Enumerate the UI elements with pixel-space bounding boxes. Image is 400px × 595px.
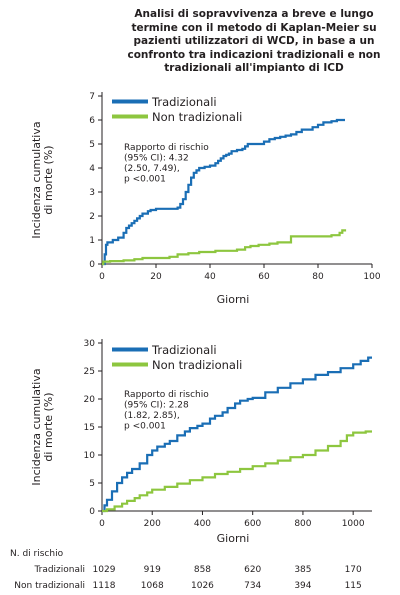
risk-table-cell: 170 [345, 565, 362, 575]
x-tick-label: 800 [294, 519, 311, 529]
x-tick-label: 100 [363, 272, 380, 282]
x-tick-label: 200 [144, 519, 161, 529]
x-tick-label: 0 [99, 272, 105, 282]
legend-label: Tradizionali [151, 343, 217, 357]
chart-title: Analisi di sopravvivenza a breve e lungo… [110, 8, 398, 76]
y-tick-label: 20 [84, 395, 96, 405]
risk-table-row-label: Non tradizionali [14, 581, 85, 591]
risk-table-cell: 115 [345, 581, 362, 591]
title-line: tradizionali all'impianto di ICD [164, 62, 344, 75]
x-tick-label: 600 [244, 519, 261, 529]
y-tick-label: 2 [89, 212, 95, 222]
x-tick-label: 60 [258, 272, 270, 282]
y-tick-label: 4 [89, 164, 95, 174]
risk-table-cell: 858 [194, 565, 211, 575]
x-tick-label: 1000 [342, 519, 365, 529]
series-line-non-tradizionali [102, 430, 372, 513]
series-line-non-tradizionali [102, 229, 347, 266]
x-axis-label: Giorni [217, 293, 250, 306]
hazard-ratio-note: Rapporto di rischio [124, 390, 209, 400]
risk-table-cell: 394 [294, 581, 311, 591]
title-line: pazienti utilizzatori di WCD, in base a … [133, 35, 375, 48]
y-tick-label: 30 [84, 339, 96, 349]
risk-table-cell: 734 [244, 581, 261, 591]
risk-table-cell: 620 [244, 565, 261, 575]
risk-table-cell: 1029 [93, 565, 116, 575]
legend-label: Non tradizionali [152, 358, 242, 372]
x-tick-label: 80 [312, 272, 324, 282]
risk-table-header: N. di rischio [10, 549, 64, 559]
y-tick-label: 5 [89, 479, 95, 489]
risk-table-row-label: Tradizionali [33, 565, 85, 575]
y-tick-label: 7 [89, 92, 95, 102]
y-axis-label: Incidenza cumulativa [30, 121, 43, 238]
y-tick-label: 10 [84, 451, 96, 461]
title-line: termine con il metodo di Kaplan-Meier su [131, 21, 377, 34]
title-line: Analisi di sopravvivenza a breve e lungo [134, 8, 374, 20]
risk-table-cell: 385 [294, 565, 311, 575]
risk-table-cell: 1026 [191, 581, 214, 591]
hazard-ratio-note: (95% CI): 2.28 [124, 401, 189, 411]
hazard-ratio-note: Rapporto di rischio [124, 143, 209, 153]
x-axis-label: Giorni [217, 532, 250, 545]
hazard-ratio-note: (2.50, 7.49), [124, 164, 180, 174]
y-axis-label: di morte (%) [42, 392, 55, 461]
hazard-ratio-note: (1.82, 2.85), [124, 411, 180, 421]
y-axis-label: di morte (%) [42, 145, 55, 214]
hazard-ratio-note: (95% CI): 4.32 [124, 154, 189, 164]
y-axis-label: Incidenza cumulativa [30, 368, 43, 485]
series-line-tradizionali [102, 356, 372, 513]
y-tick-label: 5 [89, 140, 95, 150]
x-tick-label: 20 [150, 272, 162, 282]
x-tick-label: 0 [99, 519, 105, 529]
x-tick-label: 400 [194, 519, 211, 529]
y-tick-label: 25 [84, 367, 95, 377]
y-tick-label: 6 [89, 116, 95, 126]
risk-table-cell: 919 [144, 565, 161, 575]
y-tick-label: 3 [89, 188, 95, 198]
hazard-ratio-note: p <0.001 [124, 422, 166, 432]
series-line-tradizionali [102, 118, 345, 266]
y-tick-label: 0 [89, 507, 95, 517]
legend-label: Tradizionali [151, 95, 217, 109]
y-tick-label: 15 [84, 423, 95, 433]
y-tick-label: 1 [89, 236, 95, 246]
legend-label: Non tradizionali [152, 110, 242, 124]
y-tick-label: 0 [89, 260, 95, 270]
hazard-ratio-note: p <0.001 [124, 175, 166, 185]
risk-table-cell: 1068 [141, 581, 164, 591]
risk-table-cell: 1118 [93, 581, 116, 591]
x-tick-label: 40 [204, 272, 216, 282]
title-line: confronto tra indicazioni tradizionali e… [127, 48, 381, 61]
